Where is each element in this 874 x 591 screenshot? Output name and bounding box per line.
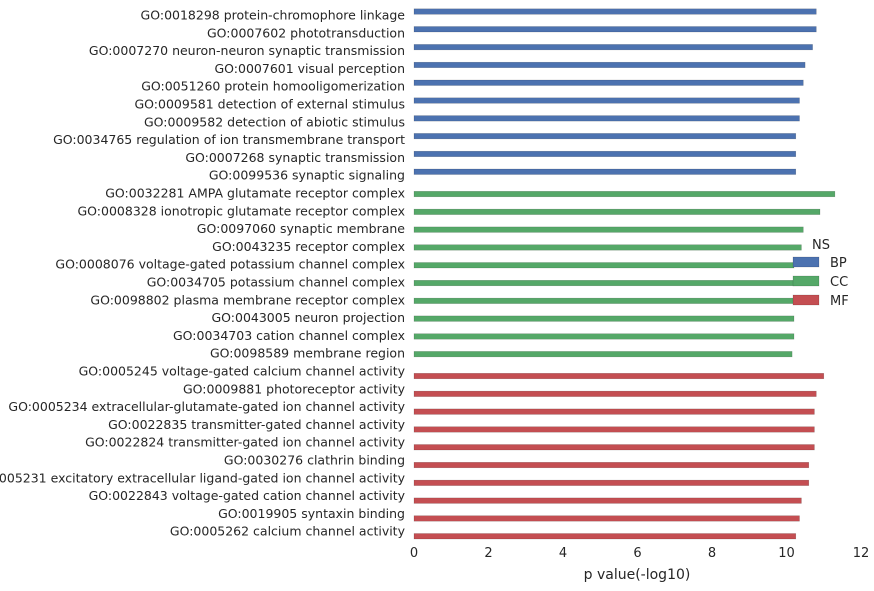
- bar-cc: [413, 191, 836, 198]
- x-tick-label: 12: [853, 546, 870, 561]
- bar-cc: [413, 351, 793, 358]
- category-label: GO:0034705 potassium channel complex: [147, 275, 405, 290]
- bars-layer: [413, 8, 836, 540]
- x-tick-label: 8: [708, 546, 716, 561]
- category-label: GO:0005234 extracellular-glutamate-gated…: [8, 399, 405, 414]
- bar-mf: [413, 444, 815, 451]
- bar-cc: [413, 262, 795, 269]
- x-axis-label: p value(-log10): [584, 567, 691, 583]
- bar-cc: [413, 280, 795, 287]
- bar-bp: [413, 26, 817, 33]
- bar-mf: [413, 426, 815, 433]
- bar-mf: [413, 390, 817, 397]
- bar-cc: [413, 244, 802, 251]
- category-label: GO:0043005 neuron projection: [211, 310, 405, 325]
- category-label: GO:0034703 cation channel complex: [173, 328, 405, 343]
- category-label: GO:0005245 voltage-gated calcium channel…: [79, 364, 406, 379]
- category-label: GO:0051260 protein homooligomerization: [141, 79, 405, 94]
- category-label: GO:0097060 synaptic membrane: [197, 221, 406, 236]
- bar-mf: [413, 497, 802, 504]
- x-tick-label: 10: [778, 546, 795, 561]
- bar-mf: [413, 373, 825, 380]
- bar-cc: [413, 333, 795, 340]
- category-label: GO:0099536 synaptic signaling: [209, 168, 405, 183]
- bar-mf: [413, 479, 810, 486]
- bar-cc: [413, 208, 821, 215]
- bar-cc: [413, 297, 795, 304]
- category-label: GO:0022835 transmitter-gated channel act…: [108, 417, 405, 432]
- x-tick-label: 2: [484, 546, 492, 561]
- category-label: GO:0043235 receptor complex: [212, 239, 405, 254]
- category-label: GO:0009581 detection of external stimulu…: [135, 97, 406, 112]
- bar-bp: [413, 115, 800, 122]
- bar-bp: [413, 97, 800, 104]
- category-label: GO:0008328 ionotropic glutamate receptor…: [78, 203, 406, 218]
- bar-bp: [413, 133, 797, 140]
- category-label: GO:0005231 excitatory extracellular liga…: [0, 470, 406, 485]
- category-label: GO:0007602 phototransduction: [207, 25, 405, 40]
- bar-mf: [413, 515, 800, 522]
- legend-label-mf: MF: [830, 294, 849, 309]
- bar-bp: [413, 8, 817, 15]
- category-label: GO:0032281 AMPA glutamate receptor compl…: [105, 186, 405, 201]
- legend: NS BP CC MF: [792, 238, 849, 309]
- category-label: GO:0008076 voltage-gated potassium chann…: [55, 257, 405, 272]
- category-label: GO:0007270 neuron-neuron synaptic transm…: [89, 43, 405, 58]
- x-tick-label: 4: [559, 546, 567, 561]
- category-label: GO:0030276 clathrin binding: [224, 453, 405, 468]
- legend-title: NS: [812, 238, 830, 253]
- bar-mf: [413, 462, 810, 469]
- category-label: GO:0019905 syntaxin binding: [218, 506, 405, 521]
- category-label: GO:0009582 detection of abiotic stimulus: [144, 114, 405, 129]
- category-label: GO:0034765 regulation of ion transmembra…: [53, 132, 405, 147]
- category-label: GO:0007268 synaptic transmission: [185, 150, 405, 165]
- legend-swatch-bp: [792, 256, 820, 268]
- legend-label-cc: CC: [830, 275, 848, 290]
- legend-label-bp: BP: [830, 256, 847, 271]
- bar-mf: [413, 408, 815, 415]
- category-label: GO:0098589 membrane region: [210, 346, 405, 361]
- bar-cc: [413, 226, 804, 233]
- category-label: GO:0022824 transmitter-gated ion channel…: [85, 435, 406, 450]
- category-label: GO:0022843 voltage-gated cation channel …: [89, 488, 406, 503]
- x-tick-label: 0: [410, 546, 418, 561]
- category-label: GO:0007601 visual perception: [214, 61, 405, 76]
- bar-bp: [413, 61, 806, 68]
- category-label: GO:0009881 photoreceptor activity: [183, 381, 406, 396]
- bar-cc: [413, 315, 795, 322]
- bar-bp: [413, 150, 797, 157]
- category-label: GO:0005262 calcium channel activity: [170, 524, 406, 539]
- category-label: GO:0098802 plasma membrane receptor comp…: [90, 292, 405, 307]
- bar-bp: [413, 44, 813, 51]
- bar-mf: [413, 533, 797, 540]
- x-tick-label: 6: [633, 546, 641, 561]
- category-labels: GO:0018298 protein-chromophore linkage GO…: [0, 8, 406, 539]
- legend-swatch-mf: [792, 294, 820, 306]
- legend-swatch-cc: [792, 275, 820, 287]
- bar-bp: [413, 79, 804, 86]
- category-label: GO:0018298 protein-chromophore linkage: [141, 8, 406, 23]
- x-axis: 0 2 4 6 8 10 12: [410, 546, 869, 561]
- bar-bp: [413, 168, 797, 175]
